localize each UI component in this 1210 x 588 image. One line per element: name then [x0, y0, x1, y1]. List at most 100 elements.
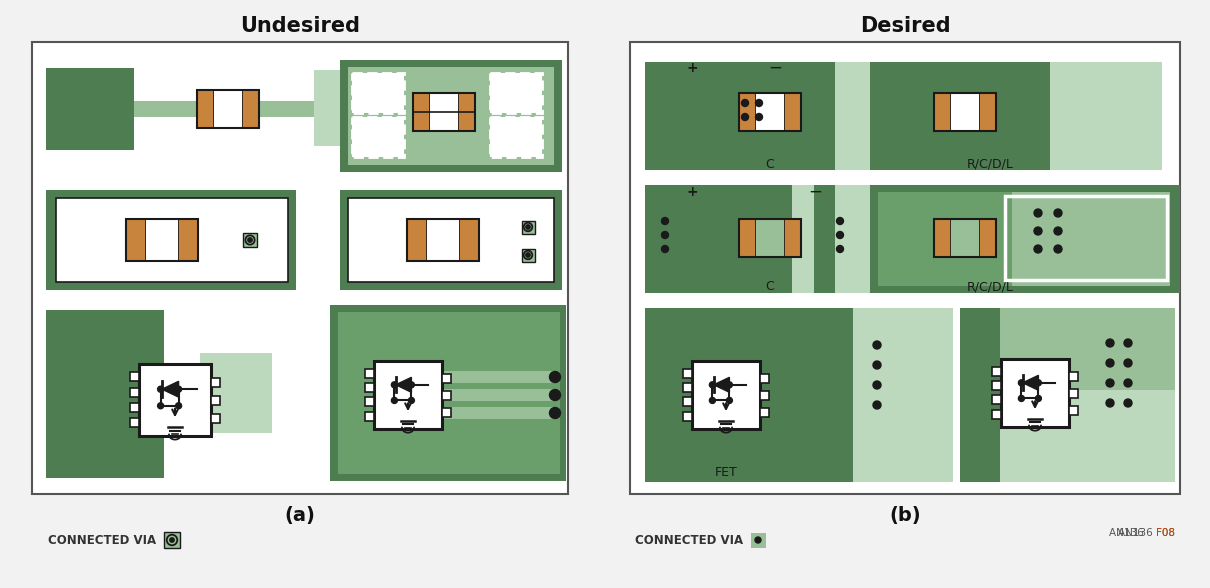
Bar — [315, 70, 394, 146]
Bar — [165, 532, 180, 548]
Circle shape — [709, 397, 715, 403]
Bar — [1050, 62, 1162, 170]
Text: +: + — [686, 185, 698, 199]
Bar — [126, 219, 146, 261]
Bar — [1068, 406, 1078, 415]
Bar — [490, 117, 542, 157]
Polygon shape — [162, 381, 179, 397]
Bar — [146, 219, 178, 261]
Bar — [348, 198, 554, 282]
Bar — [243, 233, 257, 247]
Circle shape — [709, 382, 715, 388]
Bar — [139, 364, 211, 436]
Text: −: − — [808, 183, 822, 201]
Text: CONNECTED VIA: CONNECTED VIA — [48, 533, 156, 546]
Bar — [784, 93, 801, 131]
Circle shape — [662, 218, 668, 225]
Bar — [760, 373, 770, 383]
Bar — [490, 117, 542, 157]
Text: (a): (a) — [284, 506, 316, 526]
Circle shape — [742, 113, 749, 121]
Bar — [442, 373, 451, 383]
Circle shape — [1124, 379, 1133, 387]
Text: R/C/D/L: R/C/D/L — [967, 158, 1014, 171]
Circle shape — [1035, 227, 1042, 235]
Bar — [870, 62, 1050, 170]
Bar — [330, 305, 566, 481]
Bar — [630, 42, 1180, 494]
Text: Desired: Desired — [859, 16, 950, 36]
Bar — [870, 185, 1180, 293]
Bar — [1068, 372, 1078, 380]
Bar — [56, 198, 288, 282]
Bar — [645, 185, 835, 293]
Circle shape — [872, 341, 881, 349]
Bar — [750, 533, 766, 547]
Bar — [692, 361, 760, 429]
Bar — [211, 396, 220, 405]
Bar — [522, 220, 535, 233]
Bar — [259, 101, 315, 117]
Bar — [760, 390, 770, 399]
Circle shape — [662, 246, 668, 252]
Circle shape — [1054, 245, 1062, 253]
Circle shape — [526, 225, 530, 229]
Bar — [126, 219, 198, 261]
Bar — [490, 73, 542, 113]
Circle shape — [726, 382, 732, 388]
Bar — [348, 67, 554, 165]
Bar — [960, 308, 1168, 482]
Bar — [352, 117, 404, 157]
Circle shape — [836, 218, 843, 225]
Bar — [197, 90, 259, 128]
Bar — [211, 413, 220, 423]
Bar — [31, 42, 567, 494]
Circle shape — [175, 386, 182, 392]
Text: AN136 F08: AN136 F08 — [1118, 528, 1175, 538]
Circle shape — [662, 232, 668, 239]
Bar — [365, 369, 374, 377]
Bar — [739, 93, 756, 131]
Bar — [134, 101, 196, 117]
Bar — [739, 219, 801, 257]
Bar — [444, 371, 557, 383]
Circle shape — [872, 381, 881, 389]
Bar — [431, 93, 457, 131]
Circle shape — [409, 382, 414, 388]
Bar — [365, 383, 374, 392]
Bar — [413, 93, 476, 131]
Circle shape — [726, 397, 732, 403]
Bar — [242, 90, 259, 128]
Circle shape — [1106, 359, 1114, 367]
Circle shape — [549, 389, 560, 400]
Bar — [365, 412, 374, 420]
Bar — [934, 219, 951, 257]
Bar — [46, 190, 296, 290]
Bar — [1068, 389, 1078, 397]
Text: F08: F08 — [1156, 528, 1175, 538]
Bar — [645, 62, 835, 170]
Circle shape — [1124, 339, 1133, 347]
Circle shape — [755, 537, 761, 543]
Circle shape — [836, 232, 843, 239]
Bar — [992, 367, 1001, 376]
Bar — [459, 219, 479, 261]
Circle shape — [1106, 339, 1114, 347]
Bar — [1001, 359, 1068, 427]
Circle shape — [157, 386, 163, 392]
Circle shape — [1035, 245, 1042, 253]
Polygon shape — [714, 377, 730, 392]
Bar — [340, 190, 561, 290]
Bar — [200, 353, 272, 433]
Text: Undesired: Undesired — [240, 16, 361, 36]
Bar — [756, 93, 784, 131]
Bar — [979, 93, 996, 131]
Bar — [197, 90, 214, 128]
Bar — [490, 73, 542, 113]
Circle shape — [836, 246, 843, 252]
Bar — [999, 308, 1175, 390]
Circle shape — [409, 397, 414, 403]
Circle shape — [1124, 359, 1133, 367]
Bar — [413, 93, 431, 131]
Circle shape — [1106, 379, 1114, 387]
